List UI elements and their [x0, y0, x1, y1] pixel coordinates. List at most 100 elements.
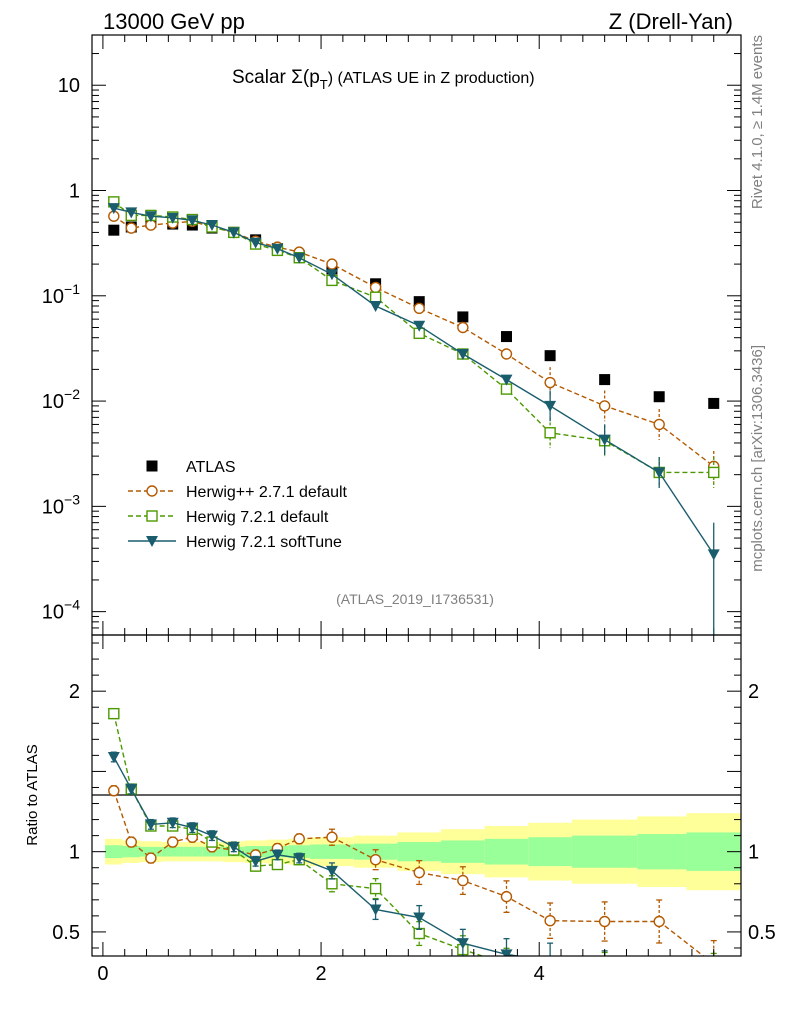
ratio-point [293, 833, 305, 845]
data-point [293, 252, 306, 264]
ratio-point [271, 858, 284, 871]
data-point [500, 374, 513, 386]
series-line [113, 207, 715, 555]
data-point [107, 203, 120, 215]
ratio-point [545, 975, 555, 985]
data-point [413, 320, 426, 332]
ratio-band-inner [637, 834, 687, 870]
data-point [544, 400, 557, 412]
ratio-band-inner [105, 845, 123, 859]
plot-title-rest: ) (ATLAS UE in Z production) [328, 70, 535, 87]
header-right: Z (Drell-Yan) [609, 9, 733, 34]
data-point [369, 281, 382, 294]
data-point [653, 391, 665, 403]
ratio-point [166, 817, 179, 829]
ratio-point [125, 836, 137, 848]
data-point [144, 211, 157, 223]
ratio-point [326, 831, 338, 843]
ratio-point [167, 836, 179, 848]
y-tick-label: 10−3 [42, 491, 80, 518]
data-point [227, 227, 240, 239]
x-tick-label: 4 [534, 963, 545, 985]
ratio-point [108, 707, 120, 720]
ratio-point [653, 977, 665, 988]
ratio-band-inner [441, 840, 485, 863]
data-point [653, 418, 665, 431]
ratio-point [456, 938, 469, 950]
ratio-point [369, 882, 382, 895]
y-tick-mantissa: 10 [42, 602, 64, 624]
ratio-point [654, 975, 664, 985]
ratio-plot-panel: 2 2 1 1 0.5 0.5 0 2 4 Ratio to ATLAS [24, 634, 776, 988]
ratio-point [369, 904, 382, 916]
y-tick-label: 1 [69, 181, 80, 203]
data-point [125, 222, 137, 234]
data-point [544, 427, 556, 439]
y-tick-exponent: −4 [64, 597, 80, 613]
data-point [369, 291, 382, 303]
y-tick-exponent: −1 [64, 281, 80, 297]
ratio-point [108, 784, 120, 797]
ratio-point [709, 972, 719, 982]
ratio-point [457, 874, 469, 887]
legend: ATLAS Herwig++ 2.7.1 default Herwig 7.2.1 … [128, 459, 348, 551]
series-line [113, 215, 715, 467]
y-tick-exponent: −3 [64, 491, 80, 507]
x-tick-label: 2 [315, 963, 326, 985]
ratio-point [107, 751, 120, 763]
ratio-point [598, 915, 611, 928]
ratio-y-tick-label-right: 1 [748, 842, 759, 864]
ratio-band-inner [397, 842, 442, 862]
ratio-point [500, 949, 513, 956]
legend-marker [146, 460, 158, 472]
plot-title: Scalar Σ(pT) (ATLAS UE in Z production) [232, 67, 535, 92]
ratio-band-inner [310, 844, 354, 859]
legend-label: Herwig 7.2.1 default [186, 509, 329, 526]
ratio-band-inner [484, 838, 529, 865]
ratio-point [653, 915, 665, 928]
ratio-point [709, 959, 719, 969]
legend-marker [146, 510, 158, 522]
data-point [598, 434, 611, 446]
data-point [413, 302, 425, 315]
ratio-point [144, 819, 157, 831]
ratio-series-clipped [107, 707, 719, 988]
ratio-band-inner [122, 846, 140, 858]
data-point [653, 467, 666, 479]
ratio-band-inner [528, 837, 572, 867]
ratio-point [186, 822, 199, 834]
ratio-point [249, 856, 262, 868]
data-point [599, 374, 611, 386]
data-point [544, 350, 556, 362]
ratio-y-tick-label-right: 2 [748, 681, 759, 703]
ratio-y-tick-label: 2 [69, 681, 80, 703]
y-tick-mantissa: 10 [42, 391, 64, 413]
ratio-point [501, 959, 511, 969]
data-point [598, 400, 611, 412]
ratio-point [145, 852, 157, 864]
ratio-point [293, 853, 306, 865]
ratio-point [413, 912, 426, 924]
rivet-label: Rivet 4.1.0, ≥ 1.4M events [749, 35, 766, 209]
legend-marker [146, 536, 158, 547]
x-tick-labels: 0 2 4 [97, 963, 544, 985]
ratio-point [326, 878, 338, 890]
ratio-band-inner [139, 846, 162, 857]
data-point [108, 224, 120, 236]
ratio-ylabel: Ratio to ATLAS [24, 744, 41, 845]
ratio-point [271, 849, 284, 861]
data-point [205, 220, 218, 232]
legend-marker [146, 485, 158, 497]
x-tick-label: 0 [97, 963, 108, 985]
data-point [271, 243, 284, 255]
data-point [707, 549, 720, 561]
data-point [708, 397, 720, 409]
ratio-point [500, 890, 513, 903]
y-tick-exponent: −2 [64, 386, 80, 402]
data-point [500, 331, 512, 343]
ratio-point [369, 854, 382, 866]
data-point [544, 376, 556, 389]
ratio-plot-frame [91, 634, 742, 957]
